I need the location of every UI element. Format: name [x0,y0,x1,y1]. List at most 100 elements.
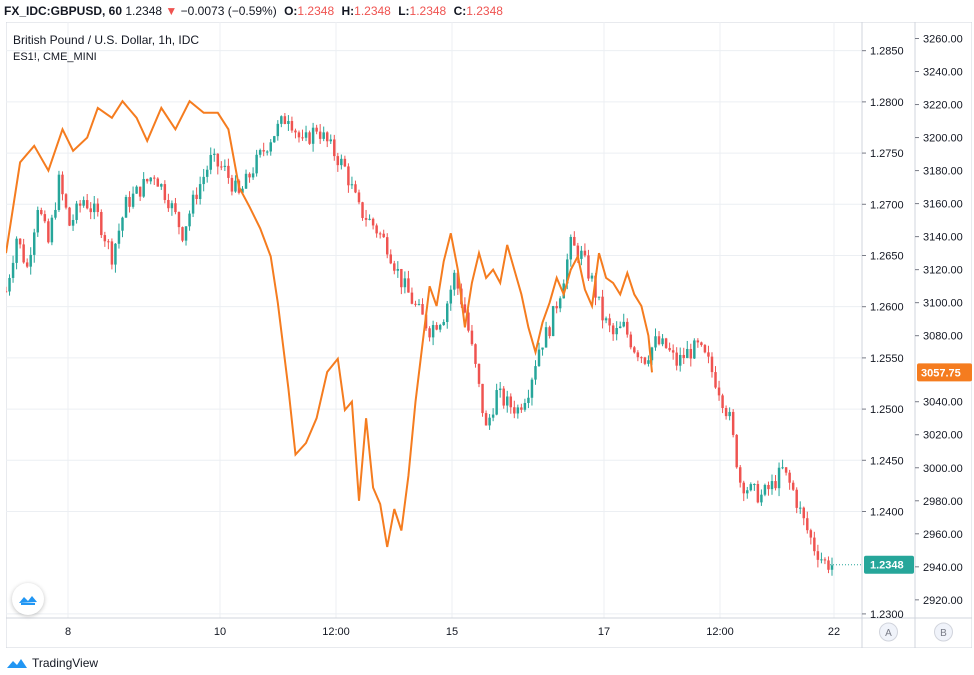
right-scale-label: 3120.00 [923,265,963,277]
es1-last-price-label: 3057.75 [921,367,961,379]
low-label: L: [398,4,410,18]
candle-body [135,186,138,194]
right-scale-label: 2960.00 [923,529,963,541]
candle-body [738,467,742,483]
candle-body [495,390,498,415]
candle-body [6,291,8,293]
candle-body [580,250,583,259]
candle-body [795,489,798,508]
scale-button-b[interactable] [934,622,953,642]
candle-body [675,352,678,366]
candle-body [174,203,177,213]
candle-body [78,203,82,206]
candle-body [385,237,389,255]
right-scale-label: 3040.00 [923,397,963,409]
candle-body [410,292,414,304]
chart-frame[interactable]: 1.2850 1.2800 1.2750 1.2700 1.2650 1.2600 1.25… [6,22,972,648]
candle-body [40,210,43,215]
candle-body [527,397,530,403]
candle-body [340,158,343,166]
candle-body [417,304,421,306]
candle-body [770,481,774,490]
candle-body [234,180,237,192]
candle-body [678,354,682,366]
candle-body [446,303,449,323]
candle-body [347,166,350,186]
candle-body [650,347,654,361]
candle-body [477,363,481,384]
candle-body [177,212,181,228]
candle-body [71,219,75,226]
candle-body [753,484,756,486]
candle-body [407,278,410,293]
time-axis-label: 12:00 [706,626,734,638]
candle-body [714,372,717,388]
candle-body [403,278,407,288]
open-label: O: [284,4,298,18]
candle-body [604,318,608,321]
candle-body [827,560,830,570]
candle-body [611,325,615,335]
candle-body [29,254,32,267]
right-scale-label: 3220.00 [923,100,963,112]
candle-body [707,352,710,357]
candle-body [22,244,25,263]
candle-body [333,139,336,157]
candle-body [664,338,668,348]
candle-body [763,484,767,495]
candle-body [597,296,601,298]
candle-body [629,334,633,348]
symbol-name[interactable]: FX_IDC:GBPUSD, 60 [4,4,123,18]
main-series-legend[interactable]: British Pound / U.S. Dollar, 1h, IDC [13,33,200,47]
candle-body [15,238,18,263]
candle-body [304,132,308,138]
candle-body [781,467,784,469]
candle-body [265,151,269,153]
candle-body [590,275,594,279]
price-chart[interactable]: 1.2850 1.2800 1.2750 1.2700 1.2650 1.2600 1.25… [6,22,972,648]
candle-body [784,467,788,473]
tradingview-logo-button[interactable] [12,583,44,615]
close-value: 1.2348 [466,4,503,18]
candle-body [400,268,403,288]
candle-body [195,194,198,199]
candle-body [601,296,604,321]
candle-body [537,349,541,367]
candle-body [325,132,329,142]
candle-body [640,357,643,359]
scale-button-a[interactable] [879,622,898,642]
compare-series-legend[interactable]: ES1!, CME_MINI [13,51,97,63]
candle-body [262,150,265,152]
candle-body [64,194,68,208]
candle-body [100,212,103,236]
footer-brand[interactable]: TradingView [6,654,98,672]
candle-body [227,165,230,178]
time-axis-label: 8 [65,626,71,638]
candle-body [138,186,142,197]
candle-body [25,262,29,267]
candle-body [830,565,834,570]
candle-body [230,177,234,192]
candle-body [671,350,675,353]
candle-body [636,352,640,358]
candle-body [301,137,304,139]
open-value: 1.2348 [297,4,335,18]
candle-body [329,139,332,142]
candle-body [36,210,40,233]
candle-body [756,484,760,503]
candle-body [248,173,251,178]
candle-body [198,184,202,199]
candle-body [213,153,216,155]
candle-body [435,325,438,330]
candle-body [502,388,505,406]
candle-body [354,184,357,193]
candle-body [509,396,513,408]
scale-button-label: A [885,628,892,639]
candle-body [657,336,661,345]
candle-body [181,227,184,241]
candle-body [241,188,244,193]
candle-body [131,193,135,207]
candle-body [318,131,322,139]
candle-body [798,507,802,509]
candle-body [170,203,174,209]
